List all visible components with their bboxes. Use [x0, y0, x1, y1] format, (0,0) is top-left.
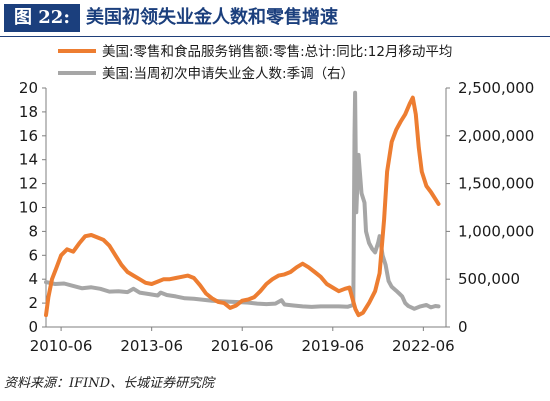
left-tick-label: 14 [19, 151, 38, 169]
right-tick-label: 2,500,000 [458, 79, 534, 97]
right-tick-label: 0 [458, 318, 468, 336]
left-tick-label: 10 [19, 199, 38, 217]
left-tick-label: 2 [28, 294, 38, 312]
right-axis: 0 500,000 1,000,000 1,500,000 2,000,000 2,500… [445, 79, 534, 336]
right-tick-label: 500,000 [458, 270, 520, 288]
figure-number: 图 22: [4, 4, 80, 32]
x-tick-label: 2022-06 [392, 337, 455, 355]
source-note: 资料来源：IFIND、长城证券研究院 [4, 376, 215, 391]
x-tick-label: 2016-06 [211, 337, 274, 355]
legend: 美国:零售和食品服务销售额:零售:总计:同比:12月移动平均 美国:当周初次申请… [58, 43, 452, 82]
chart: 美国:零售和食品服务销售额:零售:总计:同比:12月移动平均 美国:当周初次申请… [19, 43, 534, 355]
left-tick-label: 12 [19, 175, 38, 193]
left-tick-label: 8 [28, 222, 38, 240]
figure-header: 图 22: 美国初领失业金人数和零售增速 [0, 0, 550, 37]
left-tick-label: 4 [28, 270, 38, 288]
x-tick-label: 2010-06 [30, 337, 93, 355]
left-tick-label: 18 [19, 103, 38, 121]
legend-label-retail: 美国:零售和食品服务销售额:零售:总计:同比:12月移动平均 [102, 43, 452, 60]
legend-label-claims: 美国:当周初次申请失业金人数:季调（右） [102, 65, 354, 82]
left-axis: 0 2 4 6 8 10 12 14 16 18 20 [19, 79, 47, 336]
right-tick-label: 2,000,000 [458, 127, 534, 145]
initial-claims-line [44, 90, 441, 311]
right-tick-label: 1,000,000 [458, 222, 534, 240]
x-tick-label: 2019-06 [301, 337, 364, 355]
left-tick-label: 0 [28, 318, 38, 336]
retail-sales-yoy-line [44, 95, 441, 318]
plot-series [44, 90, 441, 318]
left-tick-label: 16 [19, 127, 38, 145]
left-tick-label: 20 [19, 79, 38, 97]
x-tick-label: 2013-06 [120, 337, 183, 355]
x-axis: 2010-06 2013-06 2016-06 2019-06 2022-06 [30, 326, 455, 355]
left-tick-label: 6 [28, 246, 38, 264]
figure-title: 美国初领失业金人数和零售增速 [86, 7, 338, 28]
right-tick-label: 1,500,000 [458, 175, 534, 193]
